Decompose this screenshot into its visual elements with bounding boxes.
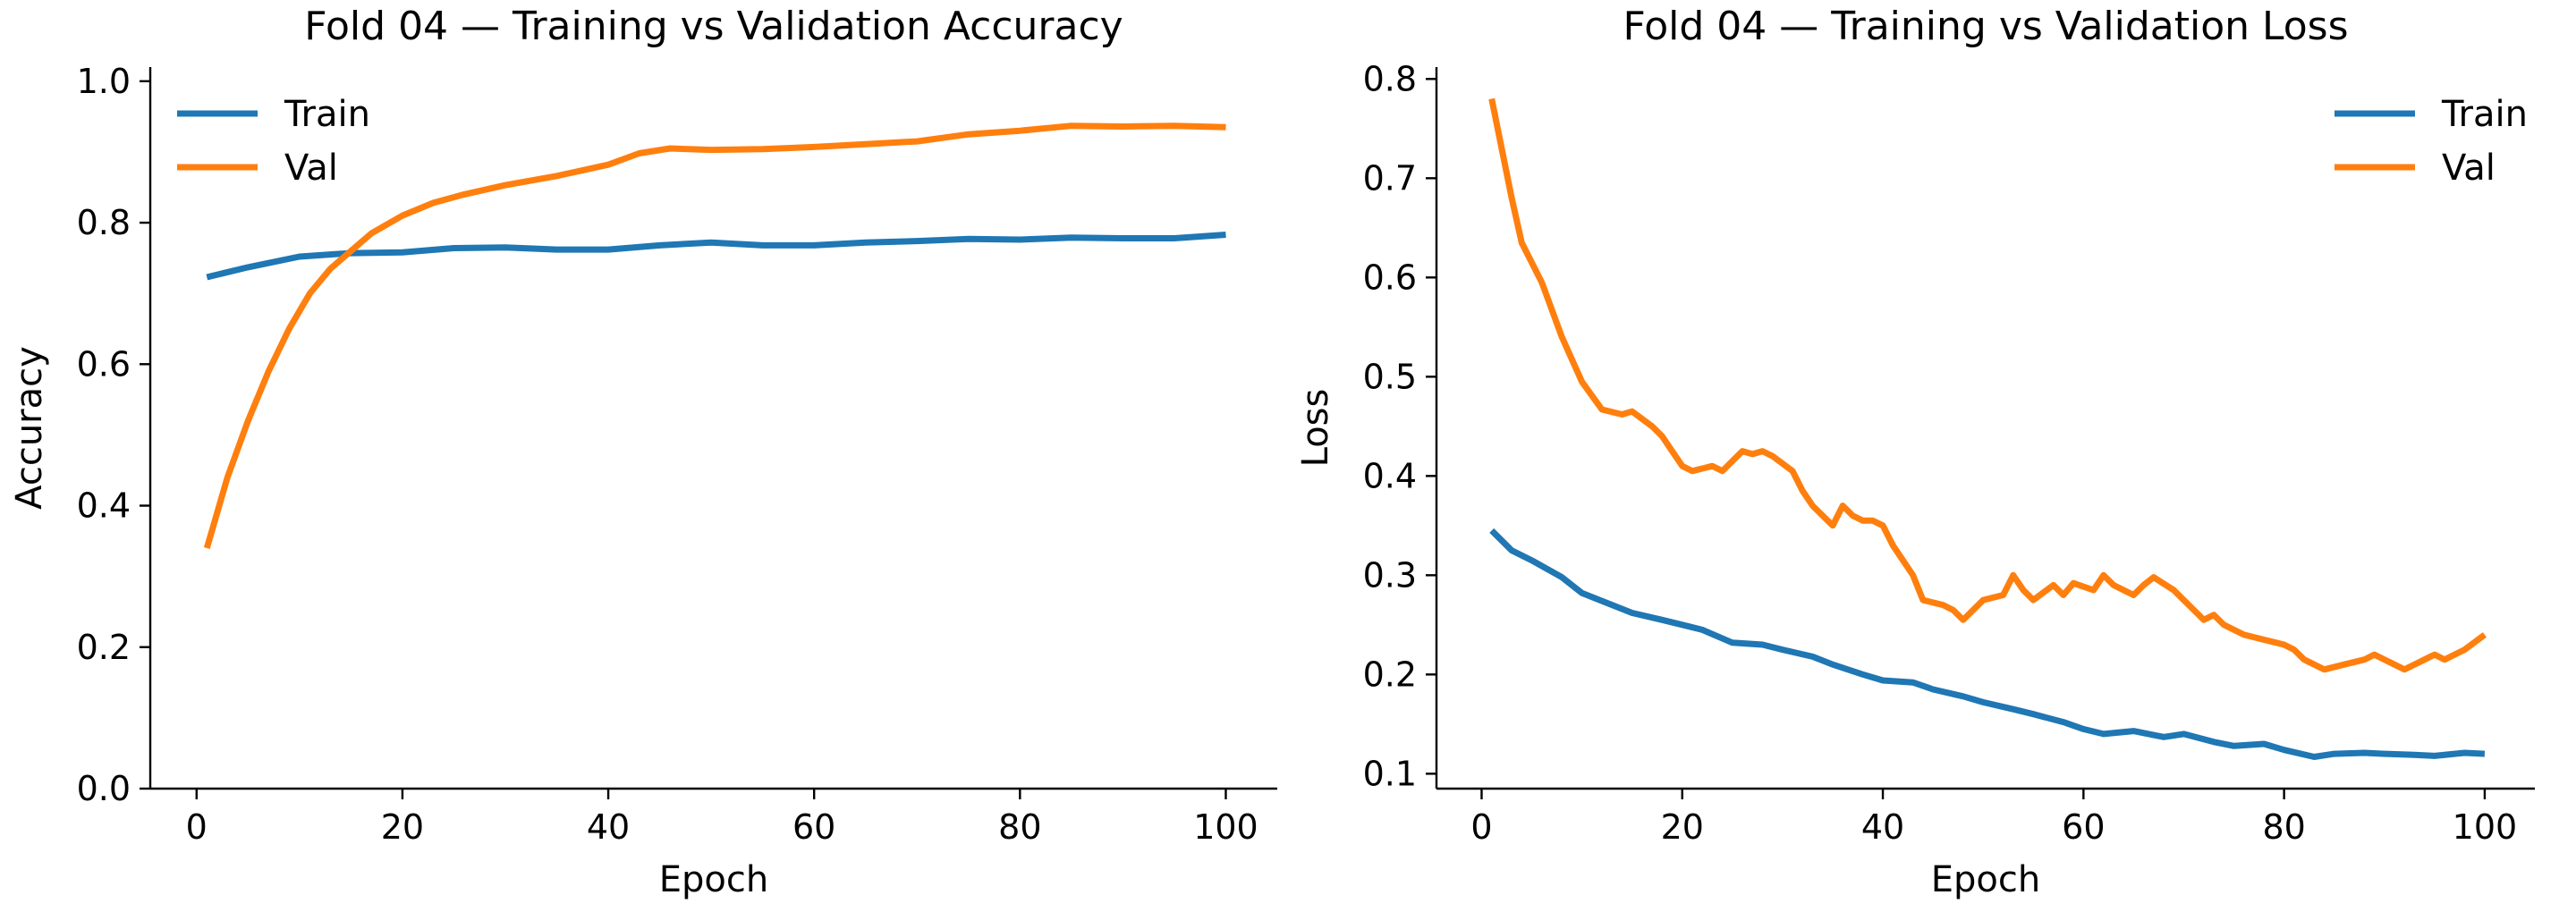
loss-x-tick-label: 0 bbox=[1470, 807, 1492, 847]
accuracy-x-tick-label: 40 bbox=[587, 807, 630, 847]
loss-x-tick-label: 60 bbox=[2062, 807, 2105, 847]
accuracy-x-axis-label: Epoch bbox=[659, 859, 768, 900]
accuracy-chart: Fold 04 — Training vs Validation Accurac… bbox=[9, 4, 1277, 900]
loss-x-axis-label: Epoch bbox=[1931, 859, 2040, 900]
loss-x-tick-label: 40 bbox=[1861, 807, 1904, 847]
loss-y-tick-label: 0.4 bbox=[1363, 456, 1417, 495]
loss-legend: Train Val bbox=[2334, 94, 2528, 189]
accuracy-legend-val-label: Val bbox=[284, 148, 338, 189]
loss-y-tick-label: 0.2 bbox=[1363, 654, 1417, 694]
loss-train-line bbox=[1489, 528, 2486, 760]
loss-x-tick-label: 20 bbox=[1661, 807, 1704, 847]
loss-y-tick-label: 0.5 bbox=[1363, 357, 1417, 396]
accuracy-y-tick-label: 0.2 bbox=[77, 628, 131, 667]
loss-x-tick-label: 80 bbox=[2262, 807, 2305, 847]
loss-legend-val-label: Val bbox=[2442, 148, 2496, 189]
accuracy-x-tick-label: 60 bbox=[792, 807, 835, 847]
accuracy-legend-train-label: Train bbox=[284, 94, 370, 135]
loss-y-tick-label: 0.7 bbox=[1363, 158, 1417, 198]
accuracy-y-tick-label: 0.8 bbox=[77, 203, 131, 242]
accuracy-x-tick-label: 80 bbox=[998, 807, 1041, 847]
accuracy-x-tick-label: 20 bbox=[381, 807, 424, 847]
accuracy-y-axis-label: Accuracy bbox=[9, 346, 50, 510]
loss-val-line bbox=[1488, 97, 2487, 673]
accuracy-x-tick-label: 100 bbox=[1193, 807, 1258, 847]
accuracy-legend: Train Val bbox=[177, 94, 370, 189]
loss-y-axis-label: Loss bbox=[1295, 389, 1336, 468]
accuracy-y-tick-label: 0.4 bbox=[77, 486, 131, 526]
accuracy-x-tick-label: 0 bbox=[186, 807, 208, 847]
loss-y-tick-label: 0.8 bbox=[1363, 59, 1417, 98]
accuracy-y-tick-label: 1.0 bbox=[77, 62, 131, 101]
loss-legend-train-label: Train bbox=[2441, 94, 2528, 135]
loss-chart-title: Fold 04 — Training vs Validation Loss bbox=[1623, 4, 2348, 49]
accuracy-y-tick-label: 0.6 bbox=[77, 344, 131, 384]
loss-x-tick-label: 100 bbox=[2453, 807, 2518, 847]
loss-y-tick-label: 0.1 bbox=[1363, 754, 1417, 793]
accuracy-y-tick-label: 0.0 bbox=[77, 769, 131, 808]
accuracy-val-line bbox=[203, 122, 1226, 549]
accuracy-train-line bbox=[206, 232, 1226, 281]
loss-y-tick-label: 0.3 bbox=[1363, 555, 1417, 595]
loss-y-tick-label: 0.6 bbox=[1363, 258, 1417, 297]
loss-chart: Fold 04 — Training vs Validation Loss 0 20… bbox=[1295, 4, 2535, 900]
accuracy-chart-title: Fold 04 — Training vs Validation Accurac… bbox=[304, 4, 1123, 49]
